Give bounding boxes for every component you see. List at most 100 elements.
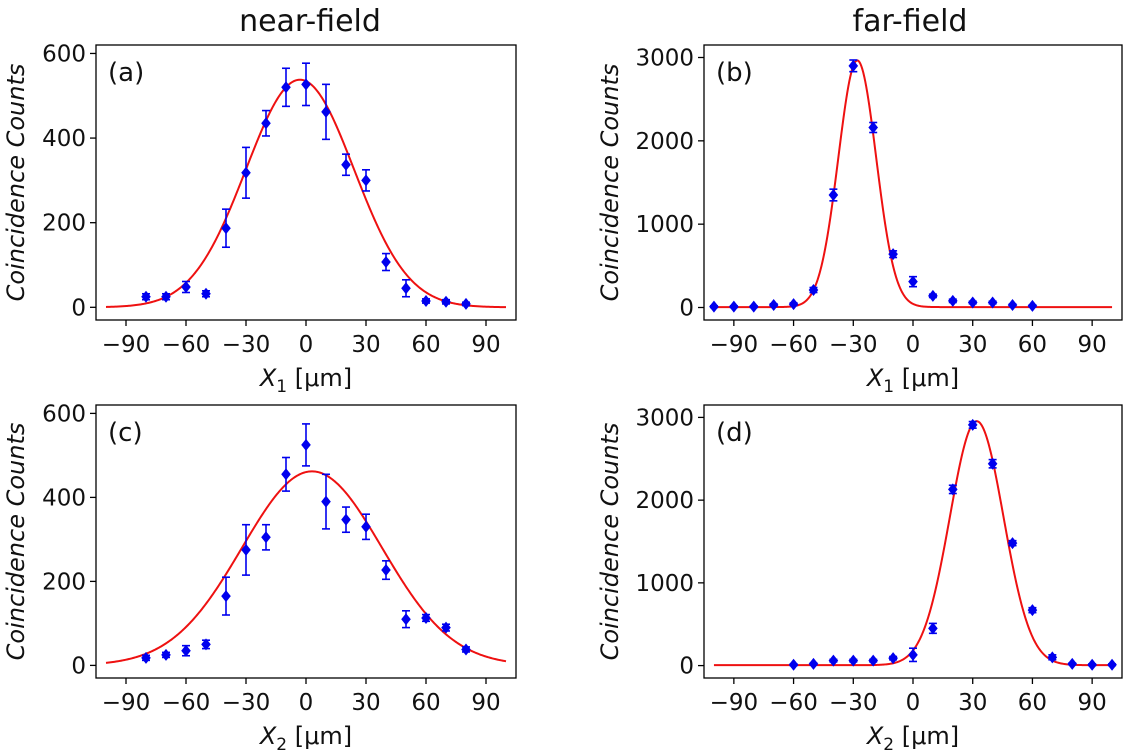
data-point <box>987 296 998 309</box>
x-tick-label: 90 <box>471 690 500 716</box>
data-marker <box>401 282 411 295</box>
chart-panel: −90 −60 −30 0 30 60 90 0 200 400 600 X1 [μm] Coincid… <box>2 41 517 397</box>
data-point <box>948 483 958 496</box>
data-point <box>361 169 371 192</box>
data-marker <box>868 654 878 667</box>
data-point <box>161 648 171 661</box>
data-point <box>888 652 898 665</box>
data-point <box>241 523 251 576</box>
x-tick-label: 90 <box>471 332 500 358</box>
data-point <box>341 153 351 177</box>
y-tick-label: 0 <box>679 654 694 680</box>
data-point <box>928 289 938 302</box>
data-point <box>1027 299 1038 312</box>
data-marker <box>1047 651 1058 664</box>
x-tick-label: −60 <box>162 332 211 358</box>
y-tick-label: 400 <box>42 126 86 152</box>
y-tick-label: 600 <box>42 401 86 427</box>
data-marker <box>321 105 331 118</box>
data-marker <box>181 281 191 293</box>
data-point <box>868 121 878 134</box>
data-point <box>1087 658 1097 671</box>
x-tick-label: −60 <box>162 690 211 716</box>
data-marker <box>321 495 331 508</box>
data-point <box>421 611 431 624</box>
data-point <box>401 609 411 629</box>
data-marker <box>281 468 291 481</box>
x-tick-label: −30 <box>222 690 271 716</box>
data-marker <box>201 287 211 300</box>
data-point <box>281 456 291 492</box>
data-marker <box>301 438 311 451</box>
y-tick-label: 2000 <box>635 488 694 514</box>
x-tick-label: 30 <box>958 332 987 358</box>
data-marker <box>421 294 431 307</box>
data-marker <box>201 638 211 651</box>
chart-panel: −90 −60 −30 0 30 60 90 0 200 400 600 X2 [μm] Coincid… <box>2 401 517 753</box>
x-tick-label: 0 <box>906 332 921 358</box>
data-point <box>221 576 231 616</box>
data-marker <box>828 189 839 201</box>
data-point <box>381 252 391 272</box>
data-point <box>421 294 431 307</box>
data-marker <box>1007 537 1018 550</box>
data-marker <box>1087 658 1097 671</box>
data-point <box>948 294 958 307</box>
x-tick-label: −30 <box>222 332 271 358</box>
data-marker <box>928 289 938 302</box>
data-marker <box>748 300 759 313</box>
data-marker <box>967 418 978 431</box>
data-marker <box>261 531 271 544</box>
data-point <box>261 523 271 551</box>
data-marker <box>948 483 958 496</box>
panel-label: (a) <box>108 58 144 88</box>
data-point <box>868 654 878 667</box>
data-point <box>181 644 191 657</box>
data-marker <box>241 543 251 556</box>
fit-curve <box>105 470 507 664</box>
data-point <box>808 657 819 670</box>
x-tick-label: 0 <box>299 332 314 358</box>
y-axis-label: Coincidence Counts <box>596 423 624 661</box>
data-marker <box>967 296 978 309</box>
y-tick-label: 0 <box>71 295 86 321</box>
x-tick-label: −60 <box>769 690 818 716</box>
data-point <box>301 423 311 467</box>
data-point <box>221 208 231 249</box>
data-marker <box>461 297 471 310</box>
data-point <box>441 295 451 308</box>
data-point <box>201 287 211 300</box>
data-marker <box>381 564 391 577</box>
y-tick-label: 1000 <box>635 571 694 597</box>
x-tick-label: 30 <box>351 332 380 358</box>
data-point <box>461 297 471 310</box>
data-marker <box>381 256 391 269</box>
data-marker <box>1107 658 1117 671</box>
chart-panel: −90 −60 −30 0 30 60 90 0 1000 2000 3000 X2 [μm] Coin… <box>596 404 1123 753</box>
data-marker <box>341 513 351 526</box>
data-point <box>848 59 859 73</box>
data-marker <box>401 613 411 626</box>
data-point <box>241 146 251 199</box>
data-point <box>321 83 331 141</box>
data-marker <box>908 648 918 661</box>
data-point <box>967 296 978 309</box>
x-tick-label: −90 <box>102 690 151 716</box>
y-tick-label: 1000 <box>635 212 694 238</box>
data-point <box>161 290 171 303</box>
data-point <box>1107 658 1117 671</box>
data-point <box>1047 651 1058 664</box>
data-point <box>321 473 331 530</box>
data-point <box>301 62 311 107</box>
data-point <box>828 188 839 202</box>
data-marker <box>768 299 779 311</box>
data-marker <box>141 651 151 664</box>
data-marker <box>181 644 191 657</box>
data-marker <box>281 81 291 94</box>
data-marker <box>908 275 918 288</box>
y-axis-label: Coincidence Counts <box>2 64 30 302</box>
column-title-near-field: near-field <box>239 4 381 39</box>
y-tick-label: 3000 <box>635 46 694 72</box>
panel-label: (b) <box>716 58 753 88</box>
